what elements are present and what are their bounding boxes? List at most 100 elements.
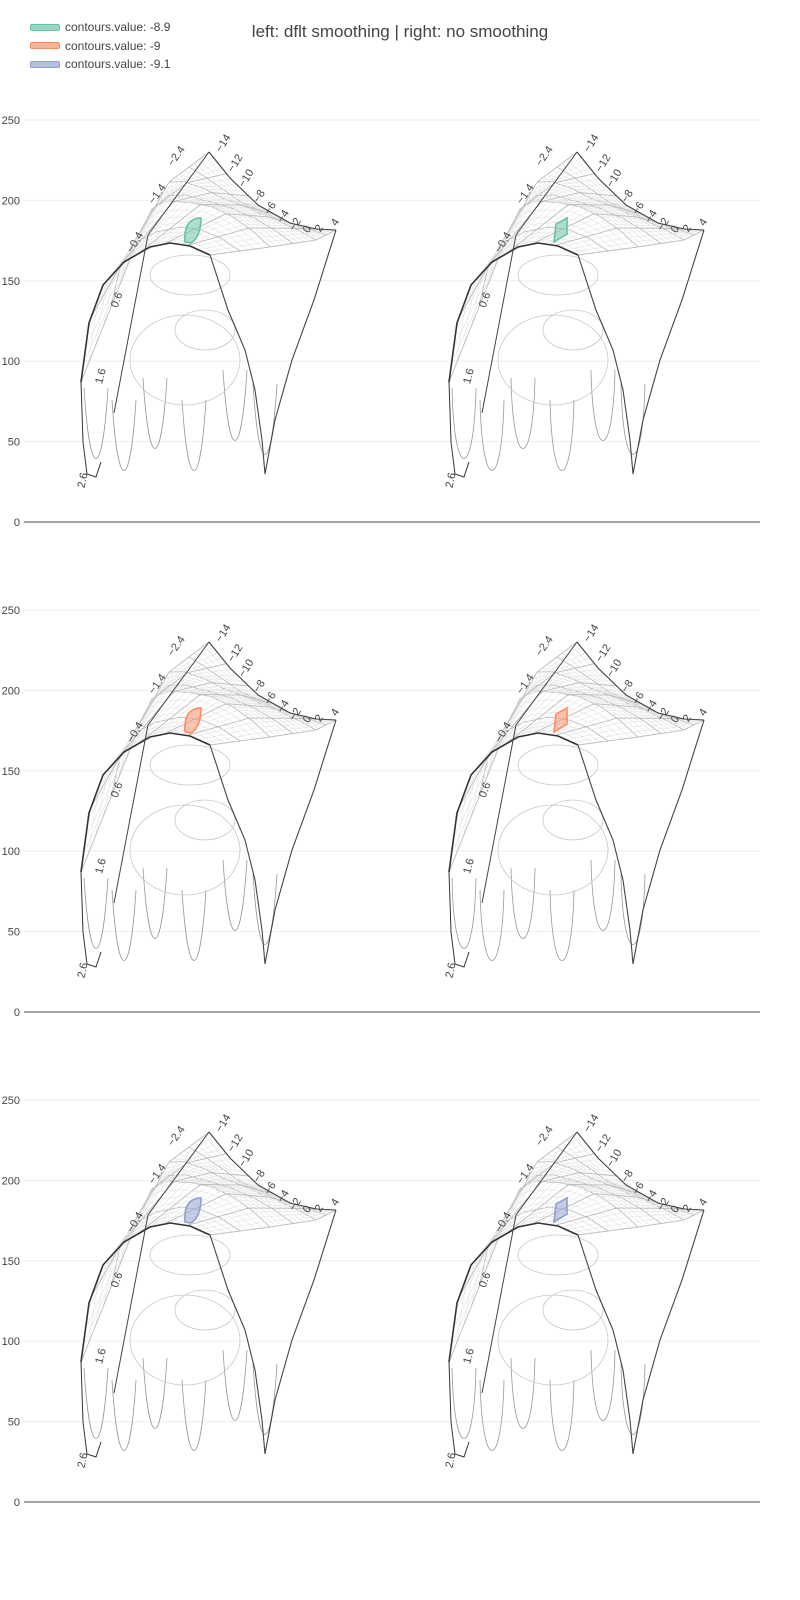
contour-region[interactable]	[553, 706, 568, 734]
carpet-arc	[542, 799, 604, 841]
carpet-b-gridline	[209, 1209, 337, 1236]
carpet-b-gridline	[198, 229, 328, 251]
carpet-b-gridline	[560, 1209, 692, 1228]
b-axis-tick-label: −14	[213, 622, 233, 644]
carpet-inner-edge	[481, 151, 578, 414]
b-axis-tick-label: −4	[275, 698, 292, 715]
b-axis-tick-label: 0	[301, 224, 314, 236]
a-axis-tick-label: 0.6	[109, 781, 126, 799]
carpet-back-edge	[576, 1131, 705, 1211]
carpet-b-gridline	[174, 1200, 310, 1225]
legend-item-3[interactable]: contours.value: -9.1	[30, 55, 170, 74]
carpet-b-gridline	[542, 1200, 678, 1225]
carpet-arc	[129, 314, 241, 406]
b-axis-tick-label: 0	[669, 714, 682, 726]
y-tick-label: 200	[2, 195, 20, 207]
carpet-arc	[517, 1234, 599, 1276]
carpet-b-gridline	[122, 1179, 261, 1245]
contour-region[interactable]	[184, 217, 202, 244]
carpet-front-edge	[80, 732, 211, 873]
carpet-b-gridline	[209, 719, 337, 746]
b-axis-tick-label: −10	[604, 657, 624, 679]
b-axis-tick-label: −10	[604, 1147, 624, 1169]
b-axis-tick-label: −8	[619, 1168, 636, 1185]
legend-label-1: contours.value: -8.9	[65, 20, 171, 35]
b-axis-tick-label: −10	[236, 167, 256, 189]
contour-region[interactable]	[184, 1197, 202, 1224]
carpet-b-gridline	[504, 204, 643, 255]
carpet-b-gridline	[129, 1181, 268, 1240]
carpet-inner-edge	[481, 1131, 578, 1394]
carpet-panel-r2-c2: −0.40.61.62.6−1.4−2.4−14−12−10−8−6−4−202…	[444, 622, 711, 979]
b-axis-tick-label: 0	[669, 1204, 682, 1216]
y-tick-label: 150	[2, 276, 20, 288]
carpet-b-gridline	[186, 717, 320, 736]
carpet-arc	[149, 744, 231, 786]
carpet-dip-curve	[142, 377, 168, 449]
a-axis-tick-label: 1.6	[461, 1347, 477, 1365]
carpet-b-gridline	[471, 678, 611, 775]
carpet-b-gridline	[504, 694, 643, 745]
carpet-dip-curve	[142, 1357, 168, 1429]
y-tick-label: 50	[8, 927, 20, 939]
contour-region[interactable]	[184, 707, 202, 734]
a-axis-tick-label: −2.4	[165, 144, 187, 169]
b-axis-tick-label: 2	[313, 713, 326, 725]
y-tick-label: 150	[2, 766, 20, 778]
carpet-b-gridline	[103, 1168, 243, 1265]
a-axis-tick-label: 2.6	[444, 962, 459, 979]
carpet-panel-r1-c2: −0.40.61.62.6−1.4−2.4−14−12−10−8−6−4−202…	[444, 132, 711, 489]
carpet-b-gridline	[455, 168, 591, 331]
b-axis-tick-label: 0	[301, 714, 314, 726]
carpet-left-edge	[448, 1361, 470, 1458]
a-axis-tick-label: 1.6	[93, 367, 109, 385]
contour-region[interactable]	[553, 216, 568, 244]
carpet-b-gridline	[477, 192, 617, 278]
carpet-left-edge	[80, 381, 102, 478]
legend-item-2[interactable]: contours.value: -9	[30, 37, 170, 56]
legend-swatch-3	[30, 60, 60, 68]
y-tick-label: 100	[2, 1336, 20, 1348]
y-tick-label: 0	[14, 1007, 20, 1019]
y-tick-label: 50	[8, 437, 20, 449]
carpet-right-edge	[209, 229, 337, 475]
y-tick-label: 200	[2, 1175, 20, 1187]
carpet-b-gridline	[471, 188, 611, 285]
carpet-b-gridline	[455, 658, 591, 821]
carpet-left-edge	[448, 871, 470, 968]
carpet-dip-curve	[549, 889, 575, 961]
carpet-front-edge	[448, 732, 579, 873]
carpet-b-gridline	[87, 658, 223, 821]
carpet-dip-curve	[83, 387, 109, 459]
a-axis-tick-label: −2.4	[533, 634, 555, 659]
carpet-front-edge	[80, 1222, 211, 1363]
contour-region[interactable]	[553, 1196, 568, 1224]
carpet-b-gridline	[477, 682, 617, 768]
b-axis-tick-label: −4	[643, 1188, 660, 1205]
carpet-dip-curve	[590, 1349, 616, 1421]
carpet-b-gridline	[129, 691, 268, 750]
carpet-dip-curve	[479, 399, 505, 471]
carpet-b-gridline	[554, 1207, 688, 1226]
b-axis-tick-label: −6	[630, 690, 647, 707]
carpet-b-gridline	[490, 689, 629, 755]
y-tick-label: 0	[14, 1497, 20, 1509]
carpet-b-gridline	[186, 227, 320, 246]
carpet-b-gridline	[497, 691, 636, 750]
carpet-b-gridline	[577, 229, 705, 256]
legend-item-1[interactable]: contours.value: -8.9	[30, 18, 170, 37]
carpet-dip-curve	[620, 383, 646, 455]
carpet-b-gridline	[180, 1204, 315, 1225]
carpet-dip-curve	[510, 1357, 536, 1429]
chart-title: left: dflt smoothing | right: no smoothi…	[251, 22, 549, 41]
carpet-b-gridline	[204, 229, 332, 253]
carpet-b-gridline	[87, 168, 223, 331]
carpet-b-gridline	[174, 220, 310, 245]
carpet-right-edge	[209, 719, 337, 965]
carpet-dip-curve	[111, 399, 137, 471]
a-axis-tick-label: −2.4	[533, 144, 555, 169]
a-axis-tick-label: 1.6	[93, 1347, 109, 1365]
carpet-front-edge	[448, 1222, 579, 1363]
b-axis-tick-label: −8	[251, 188, 268, 205]
